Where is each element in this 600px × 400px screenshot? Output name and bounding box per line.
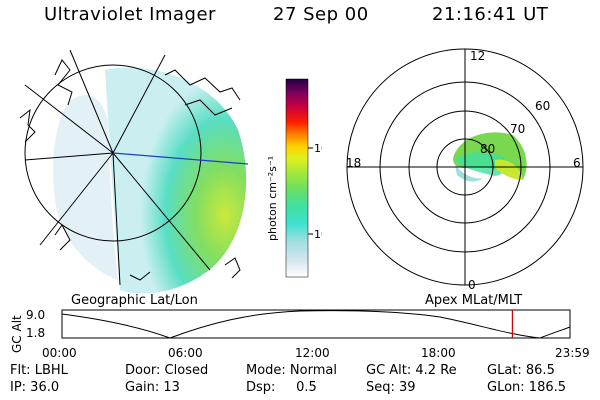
alt-tick-9: 9.0	[26, 308, 45, 322]
info-door: Door: Closed	[125, 363, 209, 378]
info-ip: IP: 36.0	[10, 380, 60, 395]
colorbar-unit-label: photon cm⁻²s⁻¹	[266, 156, 279, 241]
time-label: 21:16:41 UT	[432, 4, 549, 25]
date-label: 27 Sep 00	[273, 4, 369, 25]
colorbar-tick-100: 100	[314, 142, 322, 155]
altitude-curve	[61, 310, 571, 339]
geographic-image-panel	[19, 49, 249, 294]
info-gain: Gain: 13	[125, 380, 180, 395]
instrument-title: Ultraviolet Imager	[44, 4, 216, 25]
mlat-label-60: 60	[535, 99, 550, 113]
emission-region	[105, 67, 247, 294]
info-mode: Mode: Normal	[246, 363, 337, 378]
mlat-mlt-panel: 12 0 18 6 60 70 80	[346, 48, 584, 292]
coastlines	[19, 59, 241, 281]
latlon-grid	[24, 49, 211, 286]
mlt-label-12: 12	[470, 49, 485, 63]
mlt-label-0: 0	[468, 278, 476, 292]
colorbar-tick-10: 10	[314, 228, 322, 241]
apex-panel-label: Apex MLat/MLT	[425, 293, 523, 308]
mlt-label-18: 18	[346, 156, 361, 170]
info-flt: Flt: LBHL	[10, 363, 68, 378]
info-glat: GLat: 86.5	[487, 363, 555, 378]
x-tick-1200: 12:00	[295, 346, 330, 360]
colorbar: 100 10 photon cm⁻²s⁻¹	[266, 78, 322, 278]
geographic-panel-label: Geographic Lat/Lon	[71, 293, 198, 308]
polar-grid	[346, 48, 584, 286]
altitude-timeline: GC Alt 9.0 1.8 00:00 06:00 12:00 18:00 2…	[10, 308, 590, 360]
alt-tick-1.8: 1.8	[26, 326, 45, 340]
info-dsp: Dsp: 0.5	[246, 380, 317, 395]
info-gc-alt: GC Alt: 4.2 Re	[366, 363, 457, 378]
mlat-label-70: 70	[510, 122, 525, 136]
info-seq: Seq: 39	[366, 380, 416, 395]
x-tick-0000: 00:00	[42, 346, 77, 360]
alt-axis-label: GC Alt	[10, 315, 24, 353]
mlat-label-80: 80	[480, 142, 495, 156]
info-glon: GLon: 186.5	[487, 380, 567, 395]
mlt-label-6: 6	[573, 156, 581, 170]
x-tick-2359: 23:59	[555, 346, 590, 360]
x-tick-0600: 06:00	[168, 346, 203, 360]
x-tick-1800: 18:00	[421, 346, 456, 360]
